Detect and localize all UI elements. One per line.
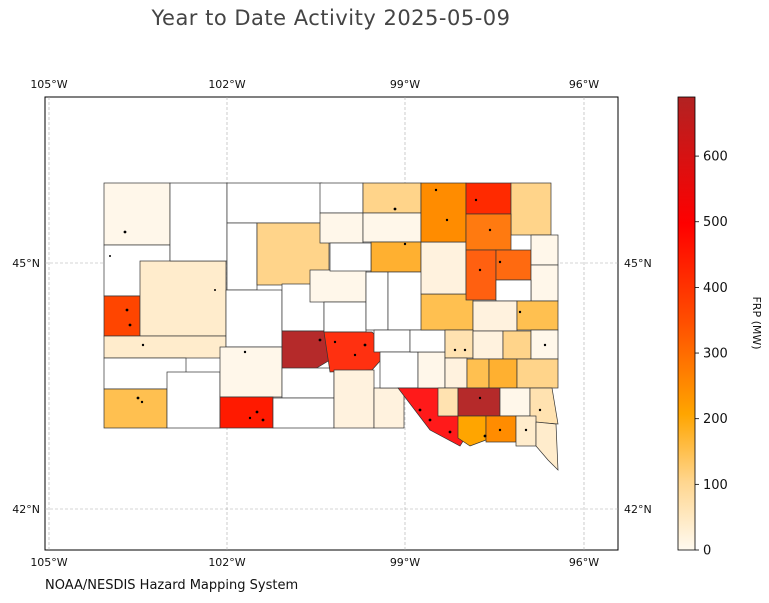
county-meade [139,260,227,337]
county-perkins [169,182,228,262]
county-oglala [166,371,221,429]
latitude-ticks-right: 45°N 42°N [624,257,652,516]
county-pennington [103,335,227,359]
lon-tick-top-1: 102°W [208,78,245,91]
county-brown [420,182,467,243]
county-hamlin [495,279,532,302]
colorbar-tick-label: 600 [703,150,728,165]
latitude-ticks-left: 45°N 42°N [12,257,40,516]
county-roberts [510,182,552,236]
county-union [535,421,559,471]
colorbar-ticks: 0 100 200 300 400 500 600 [695,150,728,559]
county-corson [226,182,323,224]
county-day [465,213,512,251]
county-codington [495,249,532,281]
county-sanborn [444,329,474,359]
county-haakon [225,289,283,348]
lon-tick-bottom-1: 102°W [208,556,245,569]
county-brule [379,351,419,389]
hotspot-markers [109,188,547,438]
lon-tick-bottom-0: 105°W [30,556,67,569]
county-lincoln [529,387,559,425]
county-minnehaha [516,358,559,389]
colorbar-tick-label: 500 [703,215,728,230]
colorbar-tick-label: 0 [703,544,711,559]
county-polygons [103,182,559,471]
county-mccook [488,358,518,389]
county-clark [465,249,497,301]
colorbar-tick-label: 100 [703,478,728,493]
county-fall-river [103,388,168,429]
county-harding [103,182,171,246]
colorbar-gradient [677,96,696,551]
county-brookings [516,300,559,331]
lon-tick-bottom-2: 99°W [390,556,420,569]
county-buffalo [373,329,411,353]
county-mcpherson [362,182,422,214]
county-hutchinson [457,387,501,417]
county-jones [281,330,331,373]
county-lawrence [103,295,141,337]
county-hand [387,271,424,331]
colorbar-label: FRP (MW) [750,296,763,349]
lat-tick-right-0: 45°N [624,257,652,270]
county-faulk [370,241,422,273]
longitude-ticks-bottom: 105°W 102°W 99°W 96°W [30,556,599,569]
county-jackson [219,346,283,398]
county-bon-homme [457,415,487,447]
county-sully [323,301,367,333]
county-gregory [373,387,405,429]
colorbar-tick-label: 200 [703,412,728,427]
colorbar-tick-label: 300 [703,347,728,362]
lat-tick-left-0: 45°N [12,257,40,270]
county-spink [420,241,467,295]
county-hughes [329,242,372,272]
county-potter [309,269,367,303]
county-hanson [466,358,490,389]
county-douglas [437,387,459,417]
colorbar: 0 100 200 300 400 500 600 FRP (MW) [677,96,763,559]
lon-tick-top-3: 96°W [569,78,599,91]
county-aurora [417,351,446,389]
county-yankton [485,415,517,443]
county-marshall [465,182,512,215]
county-hyde [365,271,389,331]
map-title: Year to Date Activity 2025-05-09 [151,6,511,30]
longitude-ticks-top: 105°W 102°W 99°W 96°W [30,78,599,91]
lon-tick-top-2: 99°W [390,78,420,91]
lon-tick-bottom-3: 96°W [569,556,599,569]
lat-tick-left-1: 42°N [12,503,40,516]
footer-credit: NOAA/NESDIS Hazard Mapping System [45,578,299,593]
county-jerauld [409,329,446,353]
lon-tick-top-0: 105°W [30,78,67,91]
colorbar-tick-label: 400 [703,281,728,296]
county-davison [444,357,468,389]
county-todd [272,397,335,429]
county-miner [472,330,504,360]
county-ziebach [226,222,258,291]
county-kingsbury [472,300,518,332]
county-deuel [530,264,559,302]
county-turner [499,387,531,417]
county-beadle [420,293,474,331]
county-edmunds [362,212,422,243]
county-bennett [219,396,274,429]
county-campbell [319,182,364,214]
county-grant [530,234,559,266]
county-mellette [281,367,335,399]
county-lake [502,330,532,360]
lat-tick-right-1: 42°N [624,503,652,516]
county-walworth [319,212,364,244]
county-tripp [333,369,375,429]
